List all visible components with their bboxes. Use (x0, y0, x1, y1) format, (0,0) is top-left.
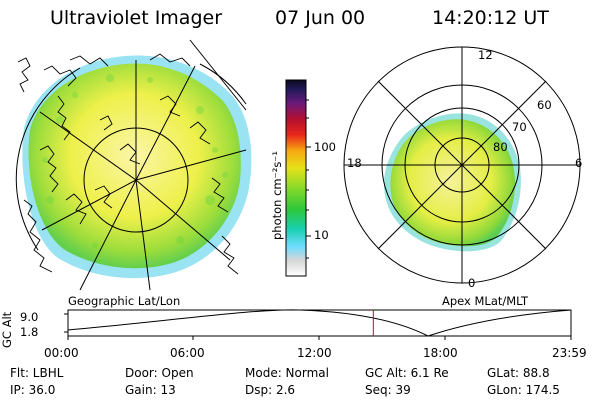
geo-grid (15, 39, 247, 291)
geo-panel-label: Geographic Lat/Lon (68, 294, 181, 308)
timeline-y-label: GC Alt (0, 311, 14, 348)
gc-alt-info: GC Alt: 6.1 Re (365, 366, 449, 380)
door-info: Door: Open (125, 366, 194, 380)
mlat-label-80: 80 (493, 140, 508, 154)
timeline-tick-1800: 18:00 (423, 346, 458, 360)
glon-info: GLon: 174.5 (487, 383, 560, 397)
filter-info: Flt: LBHL (10, 366, 64, 380)
dsp-info: Dsp: 2.6 (245, 383, 296, 397)
glat-info: GLat: 88.8 (487, 366, 550, 380)
timeline-tick-0000: 00:00 (44, 346, 79, 360)
timeline-tick-0600: 06:00 (170, 346, 205, 360)
mlt-label-0: 0 (468, 276, 476, 290)
mlat-label-70: 70 (512, 120, 527, 134)
gain-info: Gain: 13 (125, 383, 176, 397)
app-title: Ultraviolet Imager (50, 7, 223, 29)
auroral-emission (28, 63, 241, 269)
colorbar-tick-10: 10 (314, 228, 329, 242)
apex-grid (343, 46, 581, 284)
timeline-tick-2359: 23:59 (552, 346, 587, 360)
timeline-tick-1200: 12:00 (297, 346, 332, 360)
timeline-y-tick-low: 1.8 (20, 325, 39, 339)
colorbar-unit-label: photon cm⁻²s⁻¹ (270, 151, 284, 240)
altitude-curve (67, 309, 572, 337)
seq-info: Seq: 39 (365, 383, 411, 397)
ip-info: IP: 36.0 (10, 383, 56, 397)
mlt-label-12: 12 (478, 48, 493, 62)
apex-emission (390, 119, 516, 247)
mlt-label-18: 18 (347, 156, 362, 170)
mlat-label-60: 60 (537, 98, 552, 112)
coastlines (17, 53, 239, 275)
altitude-timeline (64, 309, 572, 340)
timeline-y-tick-high: 9.0 (20, 310, 39, 324)
apex-panel-label: Apex MLat/MLT (442, 294, 529, 308)
colorbar (285, 79, 311, 277)
time-label: 14:20:12 UT (432, 7, 549, 29)
geographic-map (15, 39, 252, 291)
apex-map (343, 46, 581, 284)
colorbar-tick-100: 100 (314, 140, 336, 154)
mode-info: Mode: Normal (245, 366, 329, 380)
mlt-label-6: 6 (575, 156, 583, 170)
date-label: 07 Jun 00 (275, 7, 366, 29)
